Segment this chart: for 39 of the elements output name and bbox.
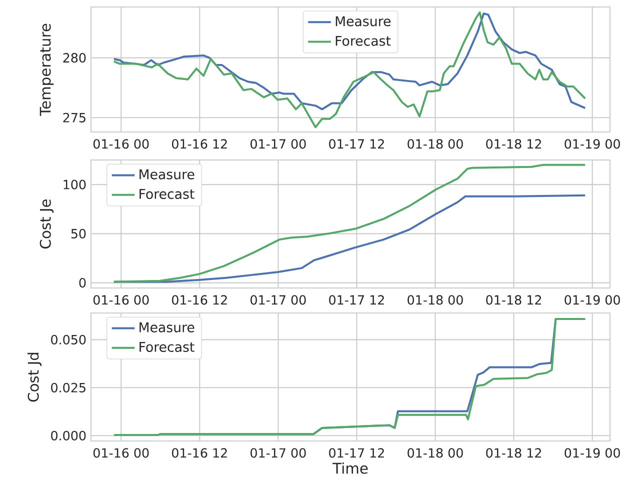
y-tick-label: 50 xyxy=(71,228,86,238)
x-tick-label: 01-17 12 xyxy=(329,139,384,149)
x-tick-label: 01-16 00 xyxy=(93,139,149,149)
x-tick-label: 01-18 12 xyxy=(486,295,541,305)
x-tick-label: 01-16 00 xyxy=(93,295,149,305)
x-tick-label: 01-16 12 xyxy=(172,139,227,149)
x-tick-label: 01-17 12 xyxy=(329,295,384,305)
x-tick-label: 01-17 00 xyxy=(250,448,306,458)
x-tick-label: 01-17 12 xyxy=(329,448,384,458)
legend-label: Measure xyxy=(140,169,194,180)
x-tick-label: 01-16 12 xyxy=(172,295,227,305)
legend-label: Measure xyxy=(336,16,391,26)
x-tick-label: 01-19 00 xyxy=(564,448,620,458)
x-tick-label: 01-17 00 xyxy=(250,295,306,305)
y-axis-title: Temperature xyxy=(40,24,54,116)
y-tick-label: 100 xyxy=(64,180,86,190)
legend-label: Measure xyxy=(140,322,194,332)
y-tick-label: 280 xyxy=(63,53,86,63)
x-tick-label: 01-19 00 xyxy=(564,139,620,149)
x-tick-label: 01-16 00 xyxy=(93,448,149,458)
x-tick-label: 01-18 00 xyxy=(408,295,463,305)
x-tick-label: 01-18 12 xyxy=(486,139,541,149)
y-tick-label: 275 xyxy=(63,112,86,122)
y-axis-title: Cost Jd xyxy=(27,352,42,402)
x-tick-label: 01-17 00 xyxy=(250,139,306,149)
y-tick-label: 0.050 xyxy=(51,334,86,344)
y-axis-title: Cost Je xyxy=(40,199,54,248)
x-axis-title: Time xyxy=(332,462,368,474)
legend-label: Forecast xyxy=(140,342,194,352)
y-tick-label: 0 xyxy=(79,278,86,288)
y-tick-label: 0.025 xyxy=(51,382,86,392)
x-tick-label: 01-19 00 xyxy=(564,295,620,305)
x-tick-label: 01-16 12 xyxy=(172,448,227,458)
legend-label: Forecast xyxy=(336,36,391,46)
y-tick-label: 0.000 xyxy=(51,430,86,440)
legend-label: Forecast xyxy=(140,189,194,199)
x-tick-label: 01-18 12 xyxy=(486,448,541,458)
x-tick-label: 01-18 00 xyxy=(408,139,463,149)
x-tick-label: 01-18 00 xyxy=(408,448,463,458)
